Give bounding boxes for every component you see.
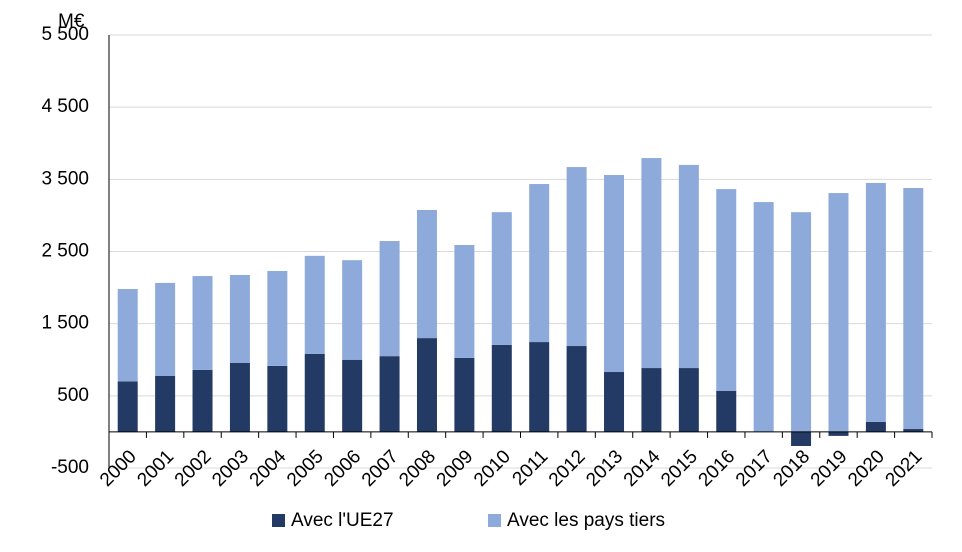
bar — [192, 276, 213, 370]
bar — [604, 175, 625, 373]
bar — [566, 346, 587, 432]
y-tick-label: 1 500 — [41, 313, 89, 334]
bar — [379, 241, 400, 357]
x-tick-label: 2006 — [320, 446, 365, 491]
bar — [791, 431, 812, 446]
y-tick-label: 4 500 — [41, 96, 89, 117]
bar — [117, 289, 138, 382]
x-tick-label: 2019 — [807, 446, 852, 491]
x-tick-label: 2000 — [96, 446, 141, 491]
legend-label: Avec l'UE27 — [291, 510, 394, 531]
bar — [342, 260, 363, 360]
x-tick-label: 2016 — [695, 446, 740, 491]
bar — [865, 421, 886, 432]
x-tick-label: 2010 — [470, 446, 515, 491]
bar — [491, 344, 512, 432]
bar — [454, 245, 475, 358]
bar — [716, 390, 737, 432]
x-tick-label: 2012 — [545, 446, 590, 491]
bar — [342, 359, 363, 432]
x-tick-label: 2007 — [358, 446, 403, 491]
x-tick-label: 2018 — [769, 446, 814, 491]
legend-swatch — [488, 514, 501, 527]
legend-swatch — [272, 514, 285, 527]
bar — [753, 202, 774, 432]
x-tick-label: 2017 — [732, 446, 777, 491]
bar — [117, 381, 138, 432]
y-tick-label: -500 — [51, 457, 89, 478]
bar — [229, 362, 250, 432]
x-tick-label: 2001 — [133, 446, 178, 491]
bar — [454, 357, 475, 432]
bar — [604, 372, 625, 432]
bar — [641, 368, 662, 432]
bar — [304, 255, 325, 354]
bar — [155, 375, 176, 432]
x-tick-label: 2015 — [657, 446, 702, 491]
bar — [641, 158, 662, 369]
bar — [192, 369, 213, 432]
x-tick-label: 2020 — [844, 446, 889, 491]
bar — [566, 167, 587, 347]
bar — [865, 182, 886, 422]
x-tick-label: 2002 — [171, 446, 216, 491]
bar — [828, 431, 849, 436]
bar — [791, 212, 812, 432]
x-tick-label: 2013 — [582, 446, 627, 491]
x-tick-label: 2009 — [433, 446, 478, 491]
bar — [229, 274, 250, 363]
bar — [267, 365, 288, 432]
bar — [491, 212, 512, 345]
bar — [416, 338, 437, 432]
unit-label: M€ — [58, 11, 85, 32]
bar — [529, 184, 550, 343]
bar — [155, 282, 176, 376]
bar — [716, 189, 737, 391]
x-tick-label: 2003 — [208, 446, 253, 491]
y-tick-label: 5 500 — [41, 24, 89, 45]
bar — [828, 193, 849, 432]
y-tick-label: 500 — [57, 385, 89, 406]
x-tick-label: 2021 — [882, 446, 927, 491]
bar — [304, 353, 325, 432]
bar — [529, 342, 550, 432]
x-tick-label: 2008 — [395, 446, 440, 491]
bar — [903, 429, 924, 432]
y-tick-label: 3 500 — [41, 168, 89, 189]
legend-label: Avec les pays tiers — [507, 510, 665, 531]
bar — [267, 270, 288, 366]
bar — [678, 368, 699, 432]
bar — [379, 356, 400, 432]
bar — [903, 187, 924, 430]
bar — [416, 210, 437, 339]
x-tick-label: 2005 — [283, 446, 328, 491]
y-tick-label: 2 500 — [41, 241, 89, 262]
bar — [678, 164, 699, 369]
